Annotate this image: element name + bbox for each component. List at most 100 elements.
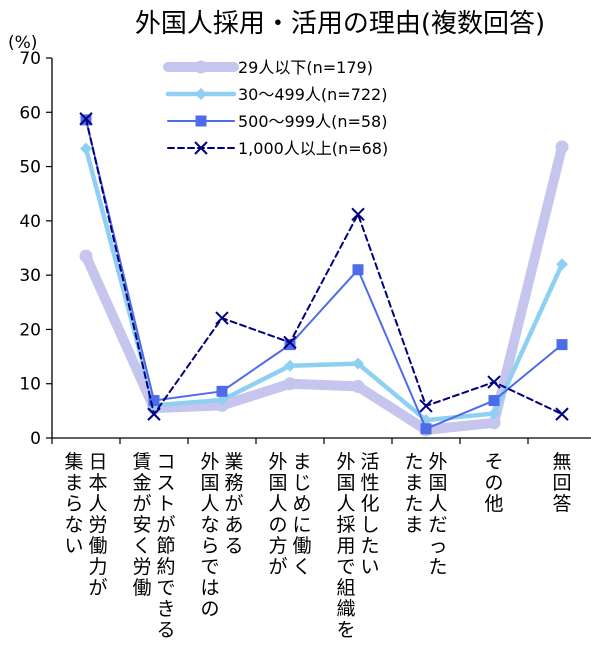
data-point [80,142,92,155]
svg-text:ま: ま [404,514,423,536]
svg-text:務: 務 [224,472,243,494]
svg-text:人: 人 [268,493,287,515]
svg-text:外: 外 [200,451,219,473]
data-point [419,399,433,413]
svg-text:外: 外 [336,451,355,473]
svg-text:本: 本 [88,472,107,494]
legend-marker [195,88,207,100]
svg-text:い: い [64,535,83,557]
data-point [555,140,569,154]
svg-text:が: が [224,493,243,515]
svg-text:業: 業 [224,451,243,473]
svg-text:人: 人 [88,493,107,515]
svg-text:の: の [200,598,219,620]
legend-item: 30～499人(n=722) [165,85,387,104]
svg-text:働: 働 [292,535,311,557]
svg-text:ま: ま [404,472,423,494]
svg-text:ト: ト [156,493,175,515]
data-point [283,335,297,350]
legend-label: 500～999人(n=58) [238,112,387,131]
svg-text:き: き [156,598,175,620]
svg-text:が: が [88,577,107,599]
svg-text:答: 答 [552,493,571,515]
svg-text:で: で [200,556,219,578]
svg-text:め: め [292,493,311,515]
svg-text:い: い [360,556,379,578]
svg-text:ら: ら [64,493,83,515]
svg-text:が: が [132,493,151,515]
svg-text:外: 外 [268,451,287,473]
svg-text:人: 人 [200,493,219,515]
svg-text:賃: 賃 [132,451,151,473]
svg-text:国: 国 [200,472,219,494]
svg-text:コ: コ [156,451,175,473]
svg-text:の: の [484,472,503,494]
data-point [216,394,228,406]
svg-text:る: る [224,535,243,557]
svg-text:活: 活 [360,451,379,473]
data-point [351,379,365,393]
legend-marker [194,141,208,155]
data-point [487,375,501,389]
svg-text:方: 方 [268,535,287,557]
svg-text:織: 織 [336,598,355,620]
svg-text:ま: ま [292,451,311,473]
data-point [556,339,568,351]
svg-text:そ: そ [484,451,503,473]
svg-text:人: 人 [428,493,447,515]
svg-text:無: 無 [552,451,571,473]
svg-text:く: く [132,535,151,557]
svg-text:で: で [156,577,175,599]
svg-text:働: 働 [132,577,151,599]
series-layer [79,112,569,437]
svg-text:回: 回 [552,472,571,494]
data-point [215,311,229,325]
x-category-labels: 日本人労働力が集まらないコストが節約できる賃金が安く労働業務がある外国人ならでは… [64,451,571,641]
legend: 29人以下(n=179) 30～499人(n=722) 500～999人(n=58)… [163,58,388,158]
data-point [352,357,364,370]
svg-text:節: 節 [156,535,175,557]
data-point [420,423,432,435]
svg-text:他: 他 [484,493,503,515]
legend-marker [194,60,208,74]
y-tick-label: 20 [19,320,41,340]
svg-text:採: 採 [336,514,355,536]
svg-text:た: た [428,556,447,578]
legend-item: 1,000人以上(n=68) [167,139,388,158]
y-tick-label: 30 [19,266,41,286]
svg-text:ま: ま [64,472,83,494]
axes: 0 10 20 30 40 50 60 70 [19,49,591,449]
svg-text:国: 国 [336,472,355,494]
legend-item: 29人以下(n=179) [163,58,373,77]
data-point [487,416,501,430]
svg-text:人: 人 [336,493,355,515]
data-point [284,339,296,351]
y-tick-label: 0 [30,429,41,449]
svg-text:く: く [292,556,311,578]
svg-text:た: た [360,535,379,557]
svg-text:た: た [404,493,423,515]
svg-text:国: 国 [268,472,287,494]
data-point [284,359,296,372]
svg-text:に: に [292,514,311,536]
svg-text:組: 組 [336,577,355,599]
svg-text:集: 集 [64,451,83,473]
svg-text:は: は [200,577,219,599]
svg-text:力: 力 [88,556,107,578]
y-tick-label: 60 [19,103,41,123]
data-point [147,407,161,421]
x-category-line: 無回答 [552,451,571,515]
